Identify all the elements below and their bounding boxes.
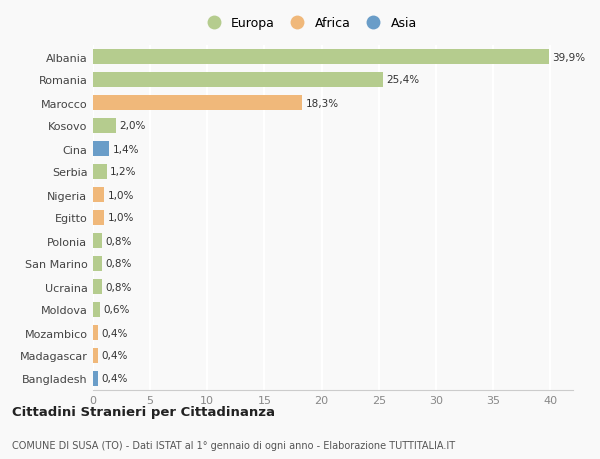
Text: 0,4%: 0,4% [101,328,127,338]
Text: 39,9%: 39,9% [553,52,586,62]
Bar [93,73,383,88]
Bar [93,142,109,157]
Legend: Europa, Africa, Asia: Europa, Africa, Asia [199,15,419,33]
Bar [93,348,98,363]
Text: 18,3%: 18,3% [305,98,338,108]
Text: 0,8%: 0,8% [106,236,132,246]
Text: 25,4%: 25,4% [387,75,420,85]
Bar [93,50,549,65]
Bar [93,96,302,111]
Text: 1,4%: 1,4% [112,144,139,154]
Text: 0,8%: 0,8% [106,259,132,269]
Text: 0,4%: 0,4% [101,374,127,384]
Text: 0,8%: 0,8% [106,282,132,292]
Bar [93,302,100,317]
Bar [93,165,107,179]
Bar [93,119,116,134]
Text: 2,0%: 2,0% [119,121,146,131]
Bar [93,371,98,386]
Text: 0,6%: 0,6% [103,305,130,315]
Text: 1,2%: 1,2% [110,167,137,177]
Text: 1,0%: 1,0% [108,213,134,223]
Text: 0,4%: 0,4% [101,351,127,361]
Text: COMUNE DI SUSA (TO) - Dati ISTAT al 1° gennaio di ogni anno - Elaborazione TUTTI: COMUNE DI SUSA (TO) - Dati ISTAT al 1° g… [12,440,455,450]
Bar [93,234,102,248]
Bar [93,188,104,202]
Bar [93,211,104,225]
Bar [93,257,102,271]
Text: 1,0%: 1,0% [108,190,134,200]
Bar [93,280,102,294]
Bar [93,325,98,340]
Text: Cittadini Stranieri per Cittadinanza: Cittadini Stranieri per Cittadinanza [12,405,275,418]
